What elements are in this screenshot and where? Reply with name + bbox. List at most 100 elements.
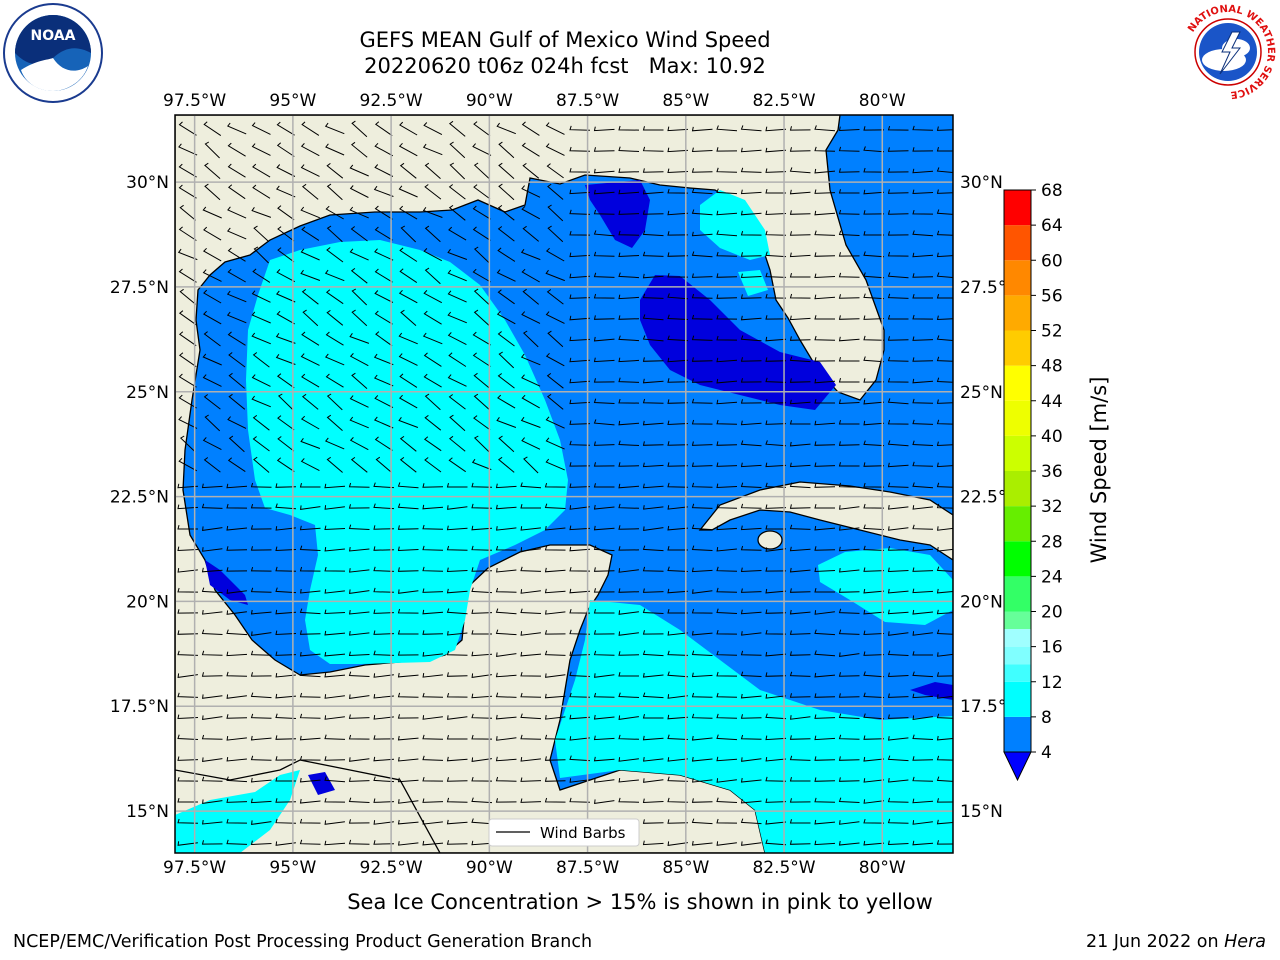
wind-barb (887, 231, 909, 236)
wind-barb (227, 268, 246, 283)
wind-barb (888, 736, 909, 741)
wind-barb (520, 526, 541, 531)
wind-barb (863, 399, 885, 405)
wind-barb (593, 441, 615, 446)
wind-barb (178, 373, 197, 388)
wind-barb (912, 820, 933, 825)
wind-barb (593, 293, 615, 299)
wind-barb (667, 650, 689, 656)
wind-barb (667, 462, 689, 467)
land-isla-juventud (757, 530, 783, 550)
wind-barb (177, 524, 198, 530)
wind-barb (569, 755, 591, 762)
wind-barb (422, 524, 444, 530)
wind-barb (887, 840, 909, 846)
wind-barb (618, 272, 640, 279)
wind-barb (326, 414, 343, 431)
wind-barb (814, 525, 836, 531)
wind-barb (227, 206, 247, 219)
wind-barb (569, 315, 591, 321)
wind-barb (520, 798, 542, 803)
wind-barb (202, 799, 223, 804)
wind-barb (300, 206, 320, 219)
wind-barb (226, 694, 247, 699)
wind-barb (838, 462, 860, 467)
wind-barb (177, 650, 199, 656)
wind-barb (374, 290, 394, 303)
wind-barb (497, 331, 515, 347)
wind-barb (912, 567, 934, 572)
wind-barb (397, 608, 419, 614)
wind-barb (667, 841, 688, 846)
wind-barb (522, 330, 539, 348)
wind-barb (789, 651, 811, 656)
wind-barb (473, 393, 490, 411)
wind-barb (546, 289, 564, 305)
wind-barb (276, 457, 295, 473)
wind-barb (447, 248, 468, 260)
colorbar-band (1004, 295, 1031, 331)
wind-barb (593, 692, 615, 698)
wind-barb (887, 147, 909, 152)
wind-barb (789, 819, 811, 824)
wind-barb (814, 378, 836, 384)
wind-barb (887, 567, 909, 573)
wind-barb (716, 503, 738, 509)
wind-barb (446, 777, 468, 782)
lon-label-bottom: 95°W (269, 858, 316, 878)
wind-barb (740, 189, 762, 195)
wind-barb (373, 650, 395, 656)
wind-barb (691, 650, 713, 656)
wind-barb (789, 293, 811, 299)
wind-barb (448, 120, 466, 137)
wind-barb (740, 503, 762, 509)
wind-barb (276, 185, 296, 198)
wind-barb (716, 734, 738, 741)
sea-ice-note: Sea Ice Concentration > 15% is shown in … (347, 890, 933, 914)
wind-barb (203, 226, 222, 241)
colorbar-tick-label: 64 (1041, 216, 1063, 236)
wind-barb (300, 353, 320, 366)
wind-barb (423, 122, 443, 136)
wind-barb (202, 757, 223, 762)
lat-label-left: 15°N (126, 802, 169, 822)
wind-barb (593, 251, 615, 257)
wind-barb (814, 189, 836, 194)
wind-barb (471, 797, 493, 804)
wind-barb (863, 524, 885, 531)
wind-barb (275, 818, 297, 824)
wind-barb (299, 713, 321, 719)
wind-barb (373, 546, 395, 551)
wind-barb (789, 378, 811, 383)
wind-barb (838, 252, 860, 257)
wind-barb (226, 671, 248, 677)
wind-barb (324, 589, 345, 594)
wind-barb (765, 776, 787, 782)
wind-barb (863, 356, 885, 363)
wind-barb (178, 184, 197, 199)
wind-barb (498, 351, 515, 369)
wind-barb (642, 441, 664, 446)
wind-barb (227, 416, 247, 429)
wind-barb (642, 483, 664, 489)
wind-barb (472, 268, 491, 283)
wind-barb (349, 631, 370, 636)
lon-label-bottom: 92.5°W (360, 858, 423, 878)
wind-barb (546, 373, 564, 389)
wind-barb (789, 546, 811, 552)
lat-label-left: 20°N (126, 592, 169, 612)
wind-barb (495, 714, 517, 720)
wind-barb (448, 184, 466, 200)
wind-barb (324, 776, 346, 783)
wind-barb (202, 820, 223, 825)
wind-barb (545, 247, 565, 262)
wind-barb (667, 525, 689, 531)
wind-barb (814, 714, 836, 719)
wind-barb (203, 121, 222, 137)
wind-barb (544, 650, 566, 656)
wind-barb (569, 483, 591, 488)
noaa-logo: NOAA (3, 3, 103, 103)
wind-barb (863, 671, 885, 678)
wind-barb (498, 141, 515, 159)
wind-barb (471, 840, 493, 846)
